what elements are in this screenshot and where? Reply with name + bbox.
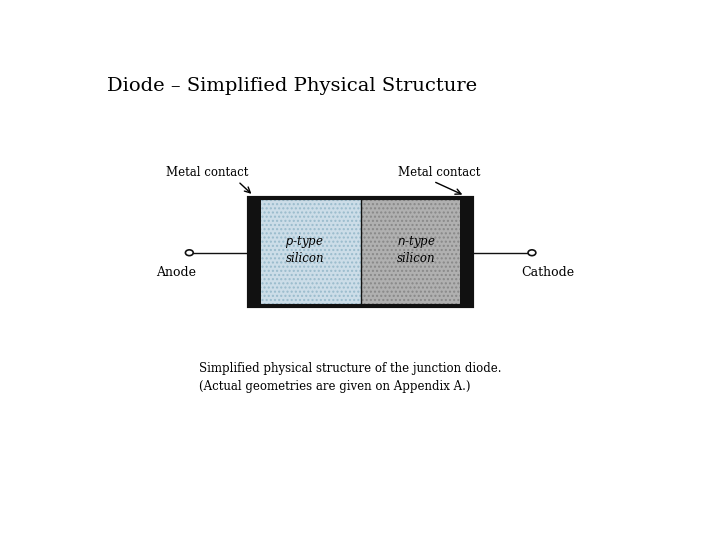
Text: Cathode: Cathode: [521, 266, 574, 280]
Bar: [249, 198, 261, 306]
Text: $n$-type
silicon: $n$-type silicon: [397, 234, 436, 265]
Circle shape: [186, 250, 193, 255]
Text: Simplified physical structure of the junction diode.
(Actual geometries are give: Simplified physical structure of the jun…: [199, 362, 501, 393]
Circle shape: [528, 250, 536, 255]
Text: Metal contact: Metal contact: [166, 166, 248, 179]
Bar: [361, 198, 472, 306]
Bar: [249, 198, 361, 306]
Text: Diode – Simplified Physical Structure: Diode – Simplified Physical Structure: [107, 77, 477, 95]
Bar: [460, 198, 472, 306]
Text: Anode: Anode: [156, 266, 197, 280]
Bar: [249, 198, 472, 306]
Text: $p$-type
silicon: $p$-type silicon: [285, 234, 324, 265]
Text: Metal contact: Metal contact: [397, 166, 480, 179]
